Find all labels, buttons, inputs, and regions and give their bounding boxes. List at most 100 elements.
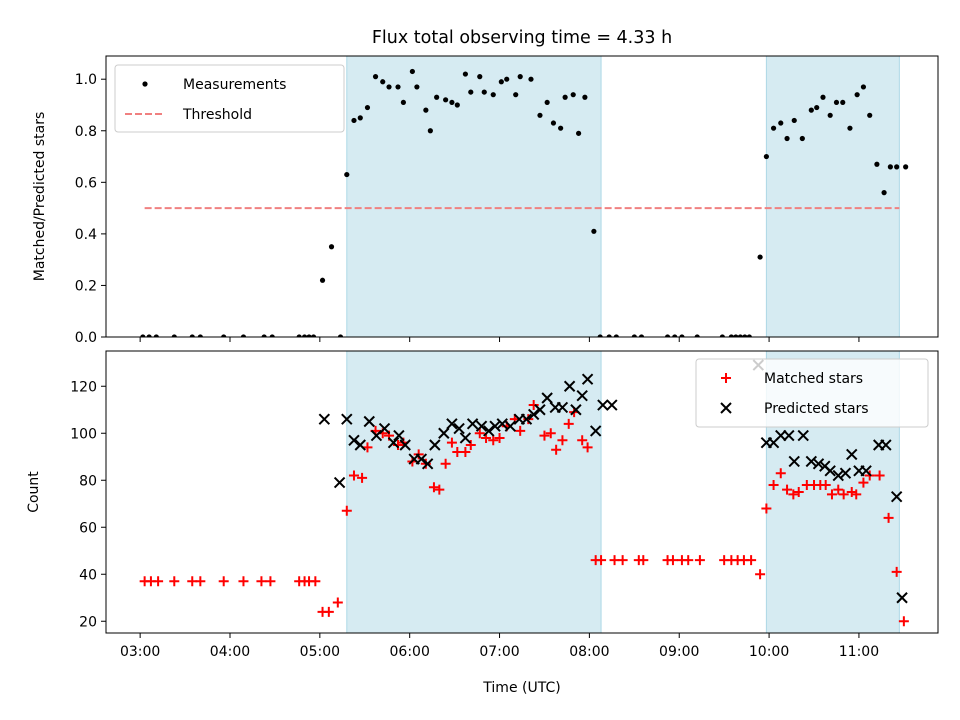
data-point [146,334,152,337]
data-point [504,420,517,432]
data-point [256,576,267,587]
bottom-panel: 03:00 04:00 05:00 06:00 07:00 08:00 09:00 10:00… [26,350,939,660]
data-point [784,135,790,142]
data-point [563,418,574,429]
data-point [597,399,609,411]
data-point [775,468,786,479]
data-point [679,334,685,337]
data-point [301,334,308,337]
data-point [799,135,805,142]
data-point [443,97,449,103]
legend: Matched stars Predicted stars [695,358,929,428]
data-point [446,437,457,448]
data-point [169,576,180,587]
data-point [348,434,360,447]
data-point [719,334,725,337]
data-point [606,334,612,337]
data-point [883,512,894,523]
data-point [468,89,474,95]
x-tick-label: 06:00 [390,644,430,660]
y-tick-label: 20 [79,614,97,630]
x-tick-label: 03:00 [120,644,160,660]
data-point [742,334,748,337]
data-point [153,334,159,337]
x-tick-label: 05:00 [300,644,340,660]
y-tick-label: 0.8 [75,124,97,140]
data-point [454,102,460,108]
data-point [364,104,371,111]
data-point [557,435,568,446]
data-point [240,334,247,337]
data-point [858,477,869,488]
data-point [874,161,880,167]
data-point [378,422,391,435]
data-point [465,440,476,450]
data-point [683,555,694,566]
data-point [310,334,317,337]
data-point [860,465,872,477]
data-point [782,484,793,495]
data-point [827,112,833,118]
data-point [755,569,766,580]
data-point [833,484,844,495]
data-point [896,592,908,604]
data-point [477,74,483,80]
data-point [481,89,487,95]
top-panel: 0.0 0.2 0.4 0.6 0.8 1.0 Matched/Predicted star… [32,55,939,346]
data-point [576,130,582,136]
x-tick-label: 11:00 [839,644,879,660]
data-point [318,413,331,425]
data-point [631,334,637,337]
data-point [812,458,825,470]
data-point [372,74,379,80]
data-point [597,334,603,337]
data-point [606,399,618,411]
data-point [746,555,757,566]
y-tick-label: 1.0 [75,72,97,88]
data-point [887,164,893,170]
data-point [840,99,846,106]
data-point [737,334,743,337]
data-point [551,444,562,455]
data-point [826,489,837,500]
data-point [770,125,777,131]
data-point [778,120,784,126]
data-point [558,125,564,131]
data-point [423,107,429,113]
data-point [746,334,752,337]
data-point [894,164,900,170]
observing-window-0 [346,55,602,338]
data-point [459,432,472,444]
data-point [596,555,607,566]
data-point [757,254,763,260]
data-point [791,117,797,124]
y-tick-label: 80 [79,473,97,489]
data-point [570,404,582,416]
data-point [354,439,366,451]
data-point [545,428,556,439]
data-point [483,425,495,437]
data-point [890,490,903,503]
data-point [428,482,439,493]
observing-window-1 [765,55,900,338]
data-point [513,92,519,98]
data-point [296,334,302,337]
axes-frame [105,55,939,338]
legend: Measurements Threshold [114,64,345,133]
data-point [328,244,335,250]
data-point [694,555,705,566]
data-point [820,479,831,490]
data-point [797,429,809,442]
data-point [357,472,368,483]
data-point [581,373,594,385]
data-point [814,104,820,111]
data-point [488,435,499,446]
data-point [832,469,844,482]
data-point [793,487,804,497]
data-point [582,442,593,453]
legend-label: Threshold [182,107,252,123]
data-point [880,439,892,451]
data-point [474,428,485,439]
data-point [763,153,769,160]
